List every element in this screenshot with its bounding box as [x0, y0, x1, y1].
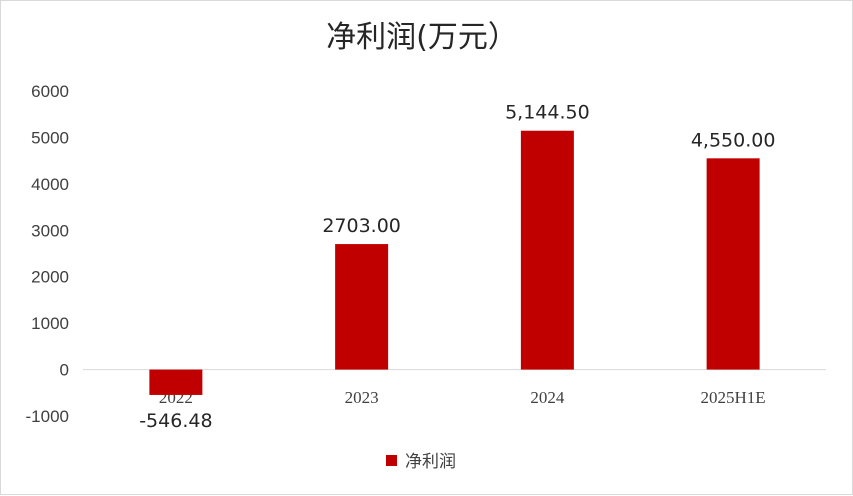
bar — [149, 369, 203, 395]
data-label: 4,550.00 — [691, 129, 776, 151]
y-tick-label: 3000 — [31, 221, 69, 240]
y-tick-label: 1000 — [31, 314, 69, 333]
bar — [706, 158, 760, 370]
y-tick-label: 5000 — [31, 128, 69, 147]
data-label: -546.48 — [139, 410, 212, 432]
y-tick-label: -1000 — [26, 407, 69, 426]
data-labels: -546.48 2703.00 5,144.50 4,550.00 — [139, 102, 775, 432]
chart-title: 净利润(万元） — [326, 20, 518, 55]
x-axis: 2022 2023 2024 2025H1E — [83, 369, 826, 407]
y-tick-label: 6000 — [31, 82, 69, 101]
data-label: 5,144.50 — [505, 102, 590, 124]
legend-swatch — [386, 455, 397, 466]
bars — [149, 130, 760, 395]
bar — [335, 244, 389, 370]
legend: 净利润 — [386, 452, 456, 472]
y-tick-label: 4000 — [31, 175, 69, 194]
bar — [520, 130, 574, 370]
x-tick-label: 2023 — [345, 388, 379, 407]
x-tick-label: 2025H1E — [701, 388, 766, 407]
y-tick-label: 2000 — [31, 268, 69, 287]
y-tick-label: 0 — [60, 361, 69, 380]
legend-label: 净利润 — [405, 452, 456, 472]
data-label: 2703.00 — [322, 215, 401, 237]
y-axis: -1000 0 1000 2000 3000 4000 5000 6000 — [26, 82, 69, 426]
x-tick-label: 2024 — [530, 388, 565, 407]
